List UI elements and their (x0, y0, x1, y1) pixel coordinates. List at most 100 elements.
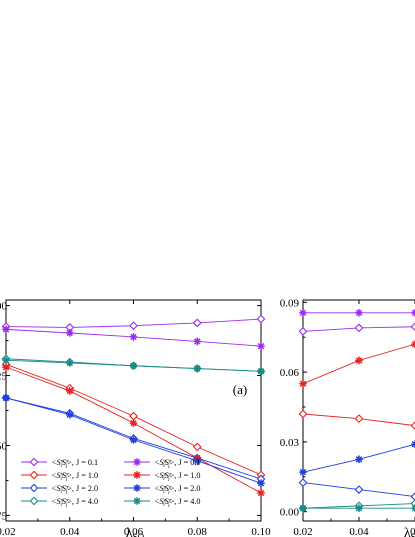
y-tick-label: 0.06 (280, 367, 300, 379)
legend-j-label: >, J = 0.1 (67, 458, 98, 467)
data-point-s7-3 (129, 436, 138, 444)
data-point-s7-1 (2, 394, 10, 402)
data-point-b5-1 (298, 478, 308, 487)
data-point-b6-3 (411, 440, 415, 449)
data-point-s7-4 (193, 457, 202, 465)
data-point-s1-3 (129, 321, 138, 331)
data-point-b8-1 (299, 504, 307, 513)
legend-item-6: <Sz iSz j>, J = 1.0 (124, 471, 201, 482)
data-point-b1-3 (410, 322, 415, 332)
data-point-s2-3 (129, 411, 138, 421)
legend-marker (133, 471, 141, 479)
legend-j-label: >, J = 2.0 (67, 484, 98, 493)
data-point-s8-5 (257, 367, 265, 376)
legend-label: <Sx iSx j>, J = 4.0 (51, 497, 98, 508)
y-tick-label: 0.03 (280, 437, 300, 449)
legend-j-label: >, J = 2.0 (170, 484, 201, 493)
panel-b-chart: 0.02 0.04 0.0 0.00 0.03 0.06 0.09 λSO (280, 297, 415, 537)
legend-label: <Sx iSx j>, J = 0.1 (51, 458, 98, 469)
x-tick-label: 0.0 (410, 526, 415, 537)
data-point-s7-5 (257, 479, 265, 488)
data-point-b8-3 (411, 504, 415, 513)
data-point-b6-2 (355, 455, 363, 464)
legend-marker (133, 484, 141, 492)
y-tick-label: -0.075 (0, 510, 7, 522)
data-point-s1-5 (256, 314, 266, 324)
legend-j-label: >, J = 0.1 (170, 458, 201, 467)
x-tick-label: 0.04 (349, 526, 369, 537)
x-axis-label: λSO (126, 526, 145, 537)
legend-marker (133, 458, 141, 466)
data-point-b3-2 (354, 414, 364, 424)
legend-marker (133, 497, 141, 505)
legend-marker (29, 496, 39, 506)
data-point-s8-2 (65, 359, 74, 367)
x-axis-label: λSO (404, 526, 415, 537)
legend-label: <Sx iSx j>, J = 1.0 (51, 471, 98, 482)
data-point-s5-2 (65, 329, 74, 337)
data-point-b7-3 (410, 499, 415, 508)
data-point-b5-2 (354, 485, 364, 494)
data-point-b1-1 (298, 327, 308, 336)
y-tick-label: 0.09 (280, 297, 300, 309)
legend-marker (29, 470, 39, 480)
data-point-s5-3 (129, 333, 138, 341)
legend: <Sx iSx j>, J = 0.1 <Sx iSx j>, J = 1.0 <Sx iSx… (21, 457, 201, 508)
data-point-s6-2 (65, 387, 74, 395)
data-point-s7-2 (65, 410, 74, 419)
y-tick-label: 0.000 (0, 301, 8, 313)
data-point-s1-4 (192, 318, 202, 328)
y-tick-label: -0.050 (0, 440, 7, 452)
legend-item-1: <Sx iSx j>, J = 0.1 (21, 457, 98, 469)
data-point-b8-2 (355, 504, 363, 513)
legend-j-label: >, J = 1.0 (170, 471, 201, 480)
legend-label: <Sz iSz j>, J = 1.0 (154, 471, 201, 482)
data-point-b5-3 (410, 492, 415, 501)
legend-label: <Sx iSx j>, J = 2.0 (51, 484, 98, 495)
x-tick-label: 0.06 (124, 526, 144, 537)
data-point-b4-1 (299, 379, 307, 388)
legend-j-label: >, J = 4.0 (67, 497, 98, 506)
legend-marker (29, 457, 39, 467)
data-point-s5-1 (2, 325, 10, 334)
data-point-s8-4 (193, 364, 202, 373)
panel-a-chart: 0.02 0.04 0.06 0.08 0.10 0.000 -0.025 -0.050 -0.… (0, 299, 271, 537)
panel-label: (a) (233, 382, 247, 397)
data-point-s5-5 (257, 342, 265, 350)
data-point-b6-1 (299, 468, 307, 476)
data-point-s8-1 (2, 356, 10, 364)
data-point-s6-3 (129, 419, 138, 427)
legend-j-label: >, J = 4.0 (170, 497, 201, 506)
legend-label: <Sz iSz j>, J = 2.0 (154, 484, 201, 495)
legend-item-5: <Sz iSz j>, J = 0.1 (124, 458, 201, 469)
data-point-b1-2 (354, 323, 364, 333)
data-point-b4-3 (411, 340, 415, 348)
x-tick-label: 0.04 (60, 526, 80, 537)
data-point-s6-1 (2, 363, 10, 371)
data-point-b2-2 (355, 308, 363, 317)
data-point-b3-1 (298, 409, 308, 419)
x-tick-label: 0.10 (251, 526, 271, 537)
y-tick-label: -0.025 (0, 371, 7, 383)
legend-item-7: <Sz iSz j>, J = 2.0 (124, 484, 201, 495)
y-tick-label: 0.00 (280, 507, 300, 519)
data-point-b3-3 (410, 421, 415, 430)
legend-item-4: <Sx iSx j>, J = 4.0 (21, 496, 98, 508)
data-point-b4-2 (355, 356, 363, 365)
x-tick-label: 0.02 (293, 526, 312, 537)
data-point-s2-4 (192, 442, 202, 452)
legend-marker (29, 483, 39, 493)
x-tick-label: 0.08 (188, 526, 208, 537)
legend-label: <Sz iSz j>, J = 0.1 (154, 458, 201, 469)
legend-item-3: <Sx iSx j>, J = 2.0 (21, 483, 98, 495)
legend-label: <Sz iSz j>, J = 4.0 (154, 497, 201, 508)
x-tick-label: 0.02 (0, 526, 16, 537)
data-point-s8-3 (129, 361, 138, 370)
data-point-s6-5 (257, 489, 265, 497)
data-point-b2-1 (299, 308, 307, 317)
legend-item-2: <Sx iSx j>, J = 1.0 (21, 470, 98, 482)
data-point-b2-3 (411, 308, 415, 317)
legend-j-label: >, J = 1.0 (67, 471, 98, 480)
series-line-6 (5, 366, 262, 494)
